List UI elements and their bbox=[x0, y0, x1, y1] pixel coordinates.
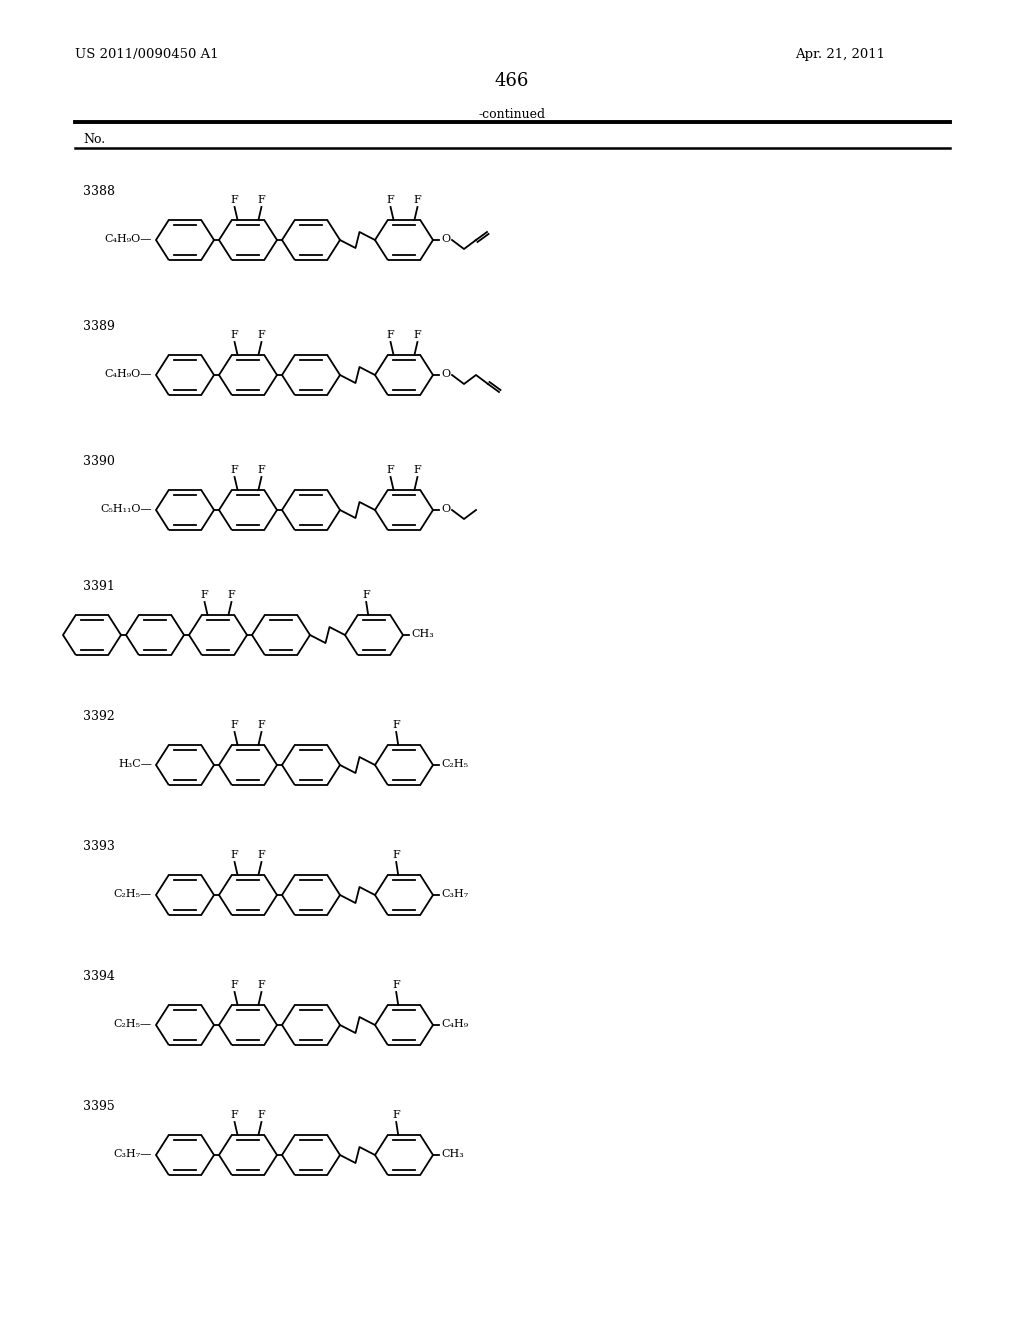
Text: US 2011/0090450 A1: US 2011/0090450 A1 bbox=[75, 48, 219, 61]
Text: 3394: 3394 bbox=[83, 970, 115, 983]
Text: C₃H₇—: C₃H₇— bbox=[114, 1148, 152, 1159]
Text: C₅H₁₁O—: C₅H₁₁O— bbox=[100, 504, 152, 513]
Text: F: F bbox=[258, 195, 265, 205]
Text: C₂H₅: C₂H₅ bbox=[441, 759, 468, 770]
Text: F: F bbox=[230, 465, 239, 475]
Text: C₂H₅—: C₂H₅— bbox=[114, 888, 152, 899]
Text: C₄H₉: C₄H₉ bbox=[441, 1019, 468, 1030]
Text: CH₃: CH₃ bbox=[441, 1148, 464, 1159]
Text: F: F bbox=[227, 590, 236, 601]
Text: F: F bbox=[258, 1110, 265, 1119]
Text: F: F bbox=[230, 1110, 239, 1119]
Text: 3392: 3392 bbox=[83, 710, 115, 723]
Text: F: F bbox=[392, 850, 400, 861]
Text: O: O bbox=[441, 504, 451, 513]
Text: 3389: 3389 bbox=[83, 319, 115, 333]
Text: 3388: 3388 bbox=[83, 185, 115, 198]
Text: 466: 466 bbox=[495, 73, 529, 90]
Text: F: F bbox=[387, 195, 394, 205]
Text: 3393: 3393 bbox=[83, 840, 115, 853]
Text: F: F bbox=[258, 979, 265, 990]
Text: 3390: 3390 bbox=[83, 455, 115, 469]
Text: No.: No. bbox=[83, 133, 105, 147]
Text: F: F bbox=[258, 850, 265, 861]
Text: F: F bbox=[230, 979, 239, 990]
Text: C₂H₅—: C₂H₅— bbox=[114, 1019, 152, 1030]
Text: F: F bbox=[201, 590, 209, 601]
Text: F: F bbox=[392, 1110, 400, 1119]
Text: C₄H₉O—: C₄H₉O— bbox=[104, 370, 152, 379]
Text: 3395: 3395 bbox=[83, 1100, 115, 1113]
Text: F: F bbox=[414, 330, 421, 341]
Text: O: O bbox=[441, 234, 451, 244]
Text: F: F bbox=[392, 719, 400, 730]
Text: Apr. 21, 2011: Apr. 21, 2011 bbox=[795, 48, 885, 61]
Text: H₃C—: H₃C— bbox=[118, 759, 152, 770]
Text: F: F bbox=[230, 330, 239, 341]
Text: C₄H₉O—: C₄H₉O— bbox=[104, 234, 152, 244]
Text: F: F bbox=[230, 719, 239, 730]
Text: O: O bbox=[441, 370, 451, 379]
Text: F: F bbox=[258, 465, 265, 475]
Text: F: F bbox=[362, 590, 370, 601]
Text: F: F bbox=[230, 195, 239, 205]
Text: F: F bbox=[258, 719, 265, 730]
Text: F: F bbox=[387, 330, 394, 341]
Text: CH₃: CH₃ bbox=[411, 630, 434, 639]
Text: C₃H₇: C₃H₇ bbox=[441, 888, 468, 899]
Text: F: F bbox=[414, 195, 421, 205]
Text: 3391: 3391 bbox=[83, 579, 115, 593]
Text: F: F bbox=[230, 850, 239, 861]
Text: F: F bbox=[387, 465, 394, 475]
Text: F: F bbox=[258, 330, 265, 341]
Text: -continued: -continued bbox=[478, 108, 546, 121]
Text: F: F bbox=[392, 979, 400, 990]
Text: F: F bbox=[414, 465, 421, 475]
